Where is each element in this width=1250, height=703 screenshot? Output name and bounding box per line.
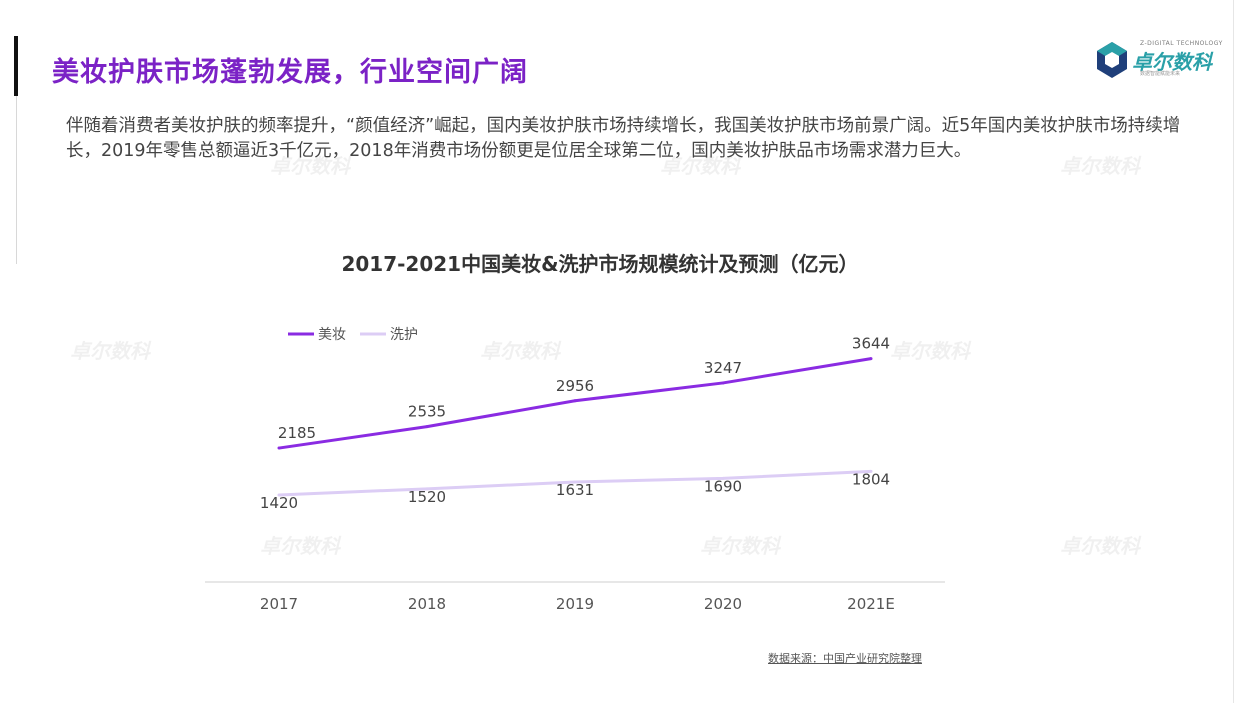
watermark: 卓尔数科: [270, 154, 350, 178]
page-title: 美妆护肤市场蓬勃发展，行业空间广阔: [52, 57, 528, 88]
data-point: [573, 480, 577, 484]
watermark: 卓尔数科: [1060, 154, 1140, 178]
legend-label: 洗护: [390, 327, 418, 343]
x-tick-label: 2021E: [847, 595, 895, 613]
series-line-1: [278, 357, 872, 450]
brand-logo: Z-DIGITAL TECHNOLOGY 卓尔数科 数据智能赋能未来: [1094, 40, 1224, 80]
data-point: [277, 446, 281, 450]
data-point: [721, 476, 725, 480]
data-point: [869, 469, 873, 473]
data-point: [573, 399, 577, 403]
watermark: 卓尔数科: [480, 339, 560, 363]
watermark: 卓尔数科: [890, 339, 970, 363]
data-label: 1520: [408, 488, 446, 506]
watermark: 卓尔数科: [700, 534, 780, 558]
logo-tagline: 数据智能赋能未来: [1140, 71, 1181, 77]
data-point: [869, 357, 873, 361]
hexagon-logo-icon: [1097, 42, 1127, 78]
data-point: [721, 381, 725, 385]
data-label: 2185: [278, 424, 316, 442]
data-source-note: 数据来源：中国产业研究院整理: [768, 652, 922, 665]
data-point: [277, 493, 281, 497]
logo-english-name: Z-DIGITAL TECHNOLOGY: [1140, 40, 1223, 47]
watermark: 卓尔数科: [660, 154, 740, 178]
logo-name: 卓尔数科: [1132, 50, 1212, 74]
data-label: 2956: [556, 377, 594, 395]
x-tick-label: 2020: [704, 595, 742, 613]
data-point: [425, 487, 429, 491]
data-label: 1690: [704, 477, 742, 495]
left-divider-line: [16, 96, 17, 264]
x-tick-label: 2017: [260, 595, 298, 613]
data-label: 2535: [408, 403, 446, 421]
data-label: 1420: [260, 494, 298, 512]
watermark: 卓尔数科: [260, 534, 340, 558]
watermark: 卓尔数科: [70, 339, 150, 363]
chart-title: 2017-2021中国美妆&洗护市场规模统计及预测（亿元）: [341, 252, 859, 276]
data-label: 1804: [852, 470, 890, 488]
data-point: [425, 425, 429, 429]
legend-label: 美妆: [318, 327, 346, 343]
intro-paragraph: 伴随着消费者美妆护肤的频率提升，“颜值经济”崛起，国内美妆护肤市场持续增长，我国…: [66, 116, 1181, 161]
watermark: 卓尔数科: [1060, 534, 1140, 558]
right-divider-line: [1233, 0, 1234, 703]
x-tick-label: 2018: [408, 595, 446, 613]
title-accent-bar: [14, 36, 18, 96]
x-tick-label: 2019: [556, 595, 594, 613]
data-label: 3247: [704, 359, 742, 377]
data-label: 3644: [852, 335, 890, 353]
data-label: 1631: [556, 481, 594, 499]
